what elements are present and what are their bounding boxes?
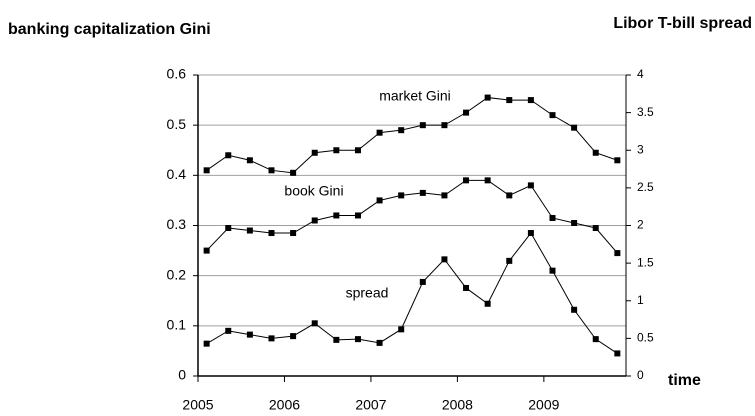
point [376, 339, 383, 346]
point [268, 230, 275, 237]
point [506, 97, 513, 104]
point [419, 122, 426, 129]
y-tick-label: 0.2 [167, 266, 187, 282]
point [354, 336, 361, 343]
point [484, 300, 491, 307]
point [549, 214, 556, 221]
chart-title: banking capitalization Gini [8, 21, 211, 38]
y2-tick-label: 2.5 [637, 180, 654, 194]
point [290, 230, 297, 237]
point [268, 167, 275, 174]
point [441, 256, 448, 263]
point [311, 217, 318, 224]
point [614, 250, 621, 257]
point [225, 225, 232, 232]
point [419, 189, 426, 196]
point [419, 278, 426, 285]
point [549, 267, 556, 274]
y2-tick-label: 0 [637, 368, 644, 382]
point [571, 219, 578, 226]
y2-tick-label: 1 [637, 293, 644, 307]
point [398, 192, 405, 199]
point [463, 109, 470, 116]
point [311, 149, 318, 156]
point [246, 157, 253, 164]
point [311, 320, 318, 327]
y-tick-label: 0 [178, 367, 186, 383]
y-tick-label: 0.3 [167, 216, 187, 232]
series-label: spread [346, 285, 389, 301]
y2-tick-label: 3.5 [637, 105, 654, 119]
x-tick-label: 2008 [442, 397, 473, 413]
point [592, 149, 599, 156]
point [463, 284, 470, 291]
point [549, 112, 556, 119]
y2-tick-label: 4 [637, 67, 644, 81]
point [441, 122, 448, 129]
y-tick-label: 0.6 [167, 66, 187, 82]
point [203, 167, 210, 174]
point [441, 192, 448, 199]
point [592, 336, 599, 343]
point [354, 147, 361, 154]
point [527, 97, 534, 104]
point [571, 124, 578, 131]
point [614, 157, 621, 164]
y-tick-label: 0.4 [167, 166, 187, 182]
point [225, 327, 232, 334]
point [484, 94, 491, 101]
x-axis-label: time [668, 372, 701, 389]
series-line [206, 179, 618, 254]
point [484, 177, 491, 184]
point [333, 147, 340, 154]
point [203, 340, 210, 347]
point [463, 177, 470, 184]
y2-tick-label: 1.5 [637, 255, 654, 269]
point [290, 169, 297, 176]
x-tick-label: 2005 [182, 397, 213, 413]
point [571, 306, 578, 313]
point [398, 127, 405, 134]
point [268, 335, 275, 342]
point [592, 225, 599, 232]
point [527, 182, 534, 189]
point [376, 129, 383, 136]
point [333, 212, 340, 219]
point [290, 333, 297, 340]
point [246, 227, 253, 234]
y-tick-label: 0.1 [167, 317, 187, 333]
series-line [206, 232, 618, 354]
point [376, 197, 383, 204]
point [333, 336, 340, 343]
point [614, 350, 621, 357]
series-line [206, 97, 618, 174]
series-label: book Gini [284, 183, 343, 199]
x-tick-label: 2009 [528, 397, 559, 413]
y2-tick-label: 3 [637, 142, 644, 156]
point [527, 230, 534, 237]
point [506, 192, 513, 199]
series-label: market Gini [379, 88, 451, 104]
y2-title: Libor T-bill spread [613, 15, 752, 32]
y-tick-label: 0.5 [167, 116, 187, 132]
point [246, 331, 253, 338]
x-tick-label: 2007 [355, 397, 386, 413]
y2-tick-label: 0.5 [637, 331, 654, 345]
point [225, 152, 232, 159]
point [398, 326, 405, 333]
point [354, 212, 361, 219]
y2-tick-label: 2 [637, 218, 644, 232]
point [506, 257, 513, 264]
x-tick-label: 2006 [269, 397, 300, 413]
point [203, 247, 210, 254]
